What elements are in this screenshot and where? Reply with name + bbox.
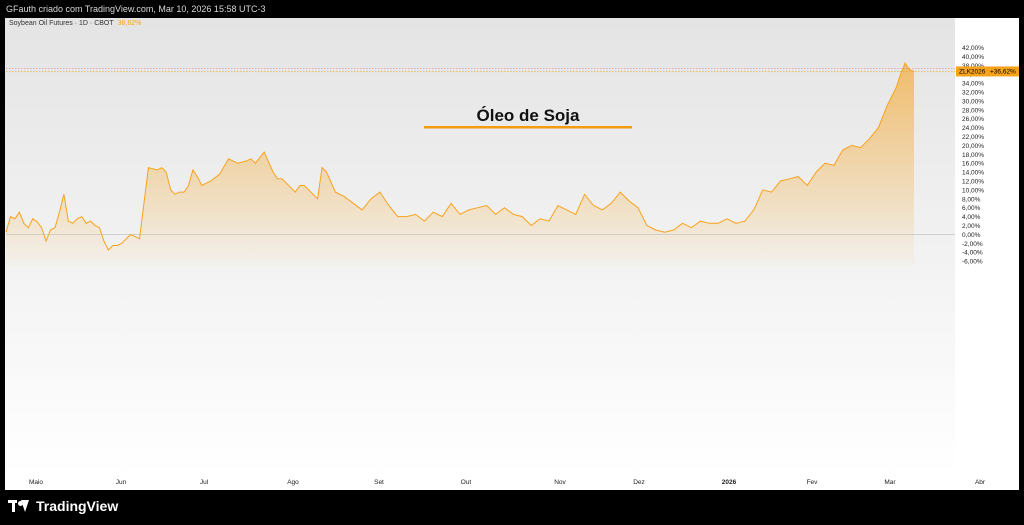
y-tick-label: 22,00%: [962, 134, 984, 141]
y-tick-label: 8,00%: [962, 196, 981, 203]
x-tick-label: 2026: [722, 479, 737, 486]
x-tick-label: Ago: [287, 479, 299, 486]
x-tick-label: Mar: [884, 479, 896, 486]
y-tick-label: 6,00%: [962, 205, 981, 212]
x-tick-label: Set: [374, 479, 384, 486]
series-fill: [6, 63, 914, 266]
y-tick-label: 28,00%: [962, 107, 984, 114]
series-area: [5, 62, 915, 266]
x-tick-label: Out: [461, 479, 472, 486]
attribution-text: GFauth criado com TradingView.com, Mar 1…: [6, 4, 266, 14]
y-tick-label: 42,00%: [962, 45, 984, 52]
x-tick-label: Dez: [633, 479, 645, 486]
x-tick-label: Jun: [116, 479, 127, 486]
x-axis: Maio Jun Jul Ago Set Out Nov Dez 2026 Fev Mar Abr: [29, 479, 986, 486]
attribution-bar: GFauth criado com TradingView.com, Mar 1…: [0, 0, 1024, 18]
y-tick-label: 24,00%: [962, 125, 984, 132]
x-tick-label: Maio: [29, 479, 43, 486]
y-tick-label: 4,00%: [962, 214, 981, 221]
x-tick-label: Abr: [975, 479, 986, 486]
symbol-legend[interactable]: Soybean Oil Futures · 1D · CBOT 36,62%: [9, 20, 141, 27]
last-price-lines: [6, 68, 955, 72]
y-tick-label: -6,00%: [962, 259, 983, 266]
legend-value: 36,62%: [117, 20, 142, 27]
y-tick-label: 14,00%: [962, 170, 984, 177]
y-tick-label: 2,00%: [962, 223, 981, 230]
y-tick-label: 18,00%: [962, 152, 984, 159]
x-tick-label: Jul: [200, 479, 209, 486]
price-tag-box: [956, 66, 1019, 77]
y-tick-label: 32,00%: [962, 90, 984, 97]
y-tick-label: 26,00%: [962, 116, 984, 123]
y-tick-label: 10,00%: [962, 187, 984, 194]
tradingview-logo[interactable]: TradingView: [8, 498, 118, 514]
y-tick-label: 38,00%: [962, 63, 984, 70]
series-line: [5, 62, 915, 251]
tradingview-brand: TradingView: [36, 498, 119, 514]
y-tick-label: 0,00%: [962, 232, 981, 239]
chart-title: Óleo de Soja: [477, 106, 581, 125]
y-tick-label: 20,00%: [962, 143, 984, 150]
y-tick-label: 16,00%: [962, 161, 984, 168]
x-tick-label: Nov: [554, 479, 566, 486]
y-tick-label: 30,00%: [962, 98, 984, 105]
y-tick-label: 34,00%: [962, 81, 984, 88]
x-tick-label: Fev: [807, 479, 819, 486]
footer-bar: TradingView: [0, 490, 1024, 525]
chart-title-group: Óleo de Soja: [424, 106, 632, 129]
tradingview-icon: [8, 498, 30, 514]
y-tick-label: -2,00%: [962, 241, 983, 248]
price-chart[interactable]: 42,00%40,00%38,00%36,00%34,00%32,00%30,0…: [0, 0, 1024, 490]
y-axis: 42,00%40,00%38,00%36,00%34,00%32,00%30,0…: [962, 45, 984, 266]
y-tick-label: -4,00%: [962, 250, 983, 257]
y-tick-label: 40,00%: [962, 54, 984, 61]
price-tag-symbol: ZLK2026: [959, 69, 986, 76]
price-tag-value: +36,62%: [990, 69, 1016, 76]
y-tick-label: 12,00%: [962, 179, 984, 186]
title-underline: [424, 126, 632, 129]
legend-symbol: Soybean Oil Futures · 1D · CBOT: [9, 20, 114, 27]
price-tag: ZLK2026 +36,62%: [956, 66, 1019, 77]
